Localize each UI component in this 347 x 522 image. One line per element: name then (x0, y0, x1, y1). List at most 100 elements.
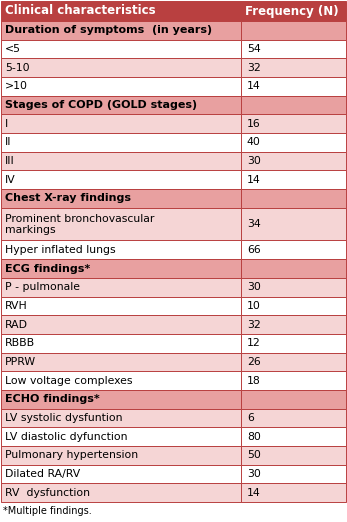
Bar (1, 390, 241, 409)
Bar (241, 352, 346, 371)
Bar (241, 189, 346, 208)
Text: III: III (5, 156, 15, 166)
Bar (241, 409, 346, 428)
Bar (241, 315, 346, 334)
Text: Prominent bronchovascular
markings: Prominent bronchovascular markings (5, 213, 154, 235)
Text: <5: <5 (5, 44, 21, 54)
Bar (1, 133, 241, 152)
Text: PPRW: PPRW (5, 357, 36, 367)
Bar (241, 96, 346, 114)
Text: 30: 30 (247, 156, 261, 166)
Text: II: II (5, 137, 11, 147)
Text: LV diastolic dyfunction: LV diastolic dyfunction (5, 432, 127, 442)
Bar (1, 241, 241, 259)
Text: 10: 10 (247, 301, 261, 311)
Bar (1, 152, 241, 171)
Bar (241, 465, 346, 483)
Bar (241, 152, 346, 171)
Bar (1, 278, 241, 296)
Bar (241, 77, 346, 96)
Bar (241, 334, 346, 352)
Bar (1, 259, 241, 278)
Text: 5-10: 5-10 (5, 63, 29, 73)
Bar (241, 446, 346, 465)
Bar (1, 1, 241, 21)
Bar (241, 428, 346, 446)
Bar (1, 371, 241, 390)
Bar (1, 446, 241, 465)
Bar (1, 465, 241, 483)
Text: 16: 16 (247, 118, 261, 129)
Bar (241, 1, 346, 21)
Bar (1, 40, 241, 58)
Text: Clinical characteristics: Clinical characteristics (5, 5, 155, 18)
Bar (1, 409, 241, 428)
Bar (241, 21, 346, 40)
Text: LV systolic dysfuntion: LV systolic dysfuntion (5, 413, 122, 423)
Bar (241, 241, 346, 259)
Text: 6: 6 (247, 413, 254, 423)
Text: Dilated RA/RV: Dilated RA/RV (5, 469, 80, 479)
Bar (241, 133, 346, 152)
Text: IV: IV (5, 175, 16, 185)
Text: Duration of symptoms  (in years): Duration of symptoms (in years) (5, 26, 212, 35)
Text: 30: 30 (247, 282, 261, 292)
Bar (1, 171, 241, 189)
Text: 34: 34 (247, 219, 261, 229)
Bar (1, 334, 241, 352)
Bar (241, 483, 346, 502)
Text: Hyper inflated lungs: Hyper inflated lungs (5, 245, 116, 255)
Text: ECG findings*: ECG findings* (5, 264, 90, 274)
Bar (1, 114, 241, 133)
Text: I: I (5, 118, 8, 129)
Text: >10: >10 (5, 81, 28, 91)
Text: RV  dysfunction: RV dysfunction (5, 488, 90, 497)
Text: 14: 14 (247, 175, 261, 185)
Text: Stages of COPD (GOLD stages): Stages of COPD (GOLD stages) (5, 100, 197, 110)
Text: 14: 14 (247, 488, 261, 497)
Bar (1, 428, 241, 446)
Bar (241, 259, 346, 278)
Text: 50: 50 (247, 450, 261, 460)
Text: 14: 14 (247, 81, 261, 91)
Text: 40: 40 (247, 137, 261, 147)
Bar (1, 96, 241, 114)
Bar (241, 114, 346, 133)
Bar (1, 296, 241, 315)
Text: 18: 18 (247, 376, 261, 386)
Bar (1, 58, 241, 77)
Bar (241, 58, 346, 77)
Text: *Multiple findings.: *Multiple findings. (3, 506, 92, 516)
Bar (241, 171, 346, 189)
Bar (1, 315, 241, 334)
Text: 12: 12 (247, 338, 261, 348)
Text: Low voltage complexes: Low voltage complexes (5, 376, 133, 386)
Bar (241, 390, 346, 409)
Text: 66: 66 (247, 245, 261, 255)
Text: 80: 80 (247, 432, 261, 442)
Bar (241, 278, 346, 296)
Text: RBBB: RBBB (5, 338, 35, 348)
Text: Chest X-ray findings: Chest X-ray findings (5, 194, 131, 204)
Text: Pulmonary hypertension: Pulmonary hypertension (5, 450, 138, 460)
Bar (241, 296, 346, 315)
Text: 32: 32 (247, 63, 261, 73)
Bar (241, 40, 346, 58)
Text: Frequency (N): Frequency (N) (245, 5, 338, 18)
Bar (1, 189, 241, 208)
Text: 54: 54 (247, 44, 261, 54)
Bar (241, 371, 346, 390)
Bar (241, 208, 346, 241)
Text: P - pulmonale: P - pulmonale (5, 282, 80, 292)
Text: 30: 30 (247, 469, 261, 479)
Text: RAD: RAD (5, 319, 28, 329)
Text: RVH: RVH (5, 301, 28, 311)
Bar (1, 21, 241, 40)
Text: ECHO findings*: ECHO findings* (5, 394, 100, 404)
Bar (1, 483, 241, 502)
Bar (1, 208, 241, 241)
Text: 32: 32 (247, 319, 261, 329)
Bar (1, 352, 241, 371)
Text: 26: 26 (247, 357, 261, 367)
Bar (1, 77, 241, 96)
